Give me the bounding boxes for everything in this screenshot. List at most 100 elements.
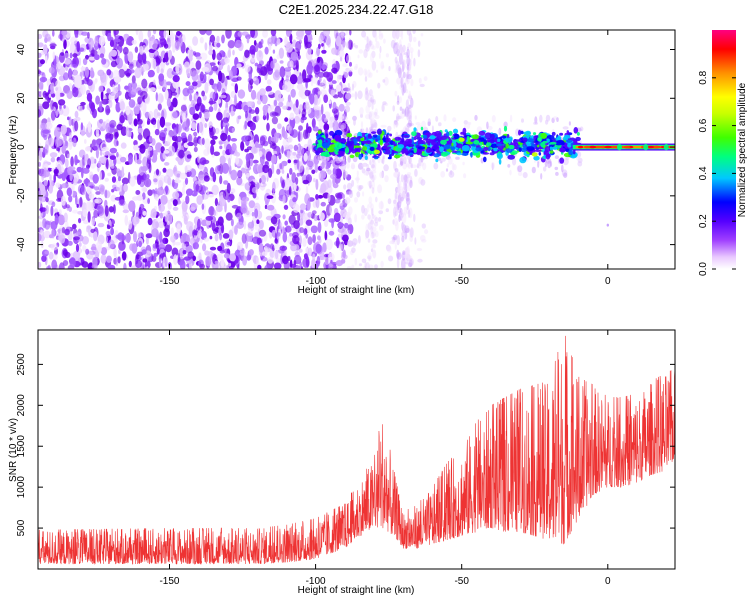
spectrum-blob <box>503 125 508 132</box>
spectrum-blob <box>360 121 364 129</box>
spectrum-blob <box>100 247 108 256</box>
spectrum-blob <box>353 43 356 48</box>
spectrum-blob <box>381 103 385 112</box>
spectrum-blob <box>50 157 56 163</box>
spectrum-blob <box>408 258 414 266</box>
spectrum-blob <box>407 160 412 169</box>
spectrum-blob <box>364 155 368 160</box>
spectrum-blob <box>251 186 258 194</box>
spectrum-blob <box>303 129 309 140</box>
spectrum-blob <box>475 147 484 152</box>
spectrum-blob <box>408 90 411 100</box>
spectrum-blob <box>79 196 83 208</box>
spectrum-blob <box>347 240 354 247</box>
spectrum-blob <box>92 139 100 151</box>
spectrum-blob <box>54 137 62 148</box>
spectrum-blob <box>372 226 377 232</box>
spectrum-blob <box>155 221 159 229</box>
spectrum-blob <box>408 62 412 71</box>
spectrum-blob <box>40 229 44 236</box>
spectrum-blob <box>165 238 169 244</box>
spectrum-blob <box>414 115 417 120</box>
spectrum-blob <box>262 114 267 121</box>
spectrum-blob <box>73 236 80 241</box>
spectrum-blob <box>490 162 495 170</box>
spectrogram-frame <box>37 29 676 270</box>
spectrum-blob <box>166 97 171 108</box>
spectrum-blob <box>303 228 306 236</box>
x-tick-label: 0 <box>605 276 611 287</box>
spectrum-blob <box>105 230 111 237</box>
spectrogram-y-label: Frequency (Hz) <box>8 116 19 185</box>
spectrum-blob <box>296 60 299 72</box>
spectrum-blob <box>132 216 140 225</box>
spectrum-blob <box>429 148 433 151</box>
spectrum-blob <box>508 144 515 150</box>
spectrum-blob <box>408 207 413 219</box>
spectrum-blob <box>94 54 100 61</box>
spectrum-blob <box>110 91 119 100</box>
spectrum-blob <box>159 38 167 46</box>
spectrum-blob <box>375 196 378 203</box>
spectrum-blob <box>404 106 410 117</box>
spectrum-blob <box>118 199 126 207</box>
spectrum-blob <box>265 151 273 162</box>
spectrum-blob <box>276 168 281 175</box>
spectrum-blob <box>399 84 403 90</box>
spectrum-blob <box>538 152 542 156</box>
spectrum-blob <box>92 173 99 184</box>
spectrum-blob <box>421 120 426 128</box>
spectrum-blob <box>606 223 609 227</box>
spectrum-blob <box>262 104 269 114</box>
spectrum-blob <box>205 255 212 267</box>
spectrum-blob <box>513 146 519 150</box>
spectrum-blob <box>332 167 337 176</box>
spectrum-blob <box>483 146 489 151</box>
spectrum-blob <box>182 206 187 217</box>
spectrum-blob <box>497 129 501 133</box>
spectrum-blob <box>84 66 89 78</box>
spectrum-blob <box>327 192 331 203</box>
spectrum-blob <box>383 38 386 44</box>
spectrum-blob <box>106 88 111 94</box>
spectrum-blob <box>182 34 186 44</box>
spectrum-blob <box>128 69 135 74</box>
spectrum-blob <box>338 201 344 206</box>
spectrum-blob <box>187 133 193 143</box>
spectrum-blob <box>126 39 129 45</box>
spectrum-blob <box>396 249 400 259</box>
spectrum-blob <box>440 139 447 145</box>
spectrum-blob <box>322 242 327 253</box>
spectrum-blob <box>374 264 378 269</box>
spectrum-blob <box>317 194 324 199</box>
spectrum-blob <box>392 105 396 112</box>
spectrum-blob <box>370 243 377 249</box>
spectrum-blob <box>456 143 463 149</box>
spectrum-blob <box>329 205 332 215</box>
spectrum-blob <box>496 143 503 147</box>
spectrum-blob <box>71 63 77 68</box>
spectrum-blob <box>309 93 315 105</box>
spectrum-blob <box>289 60 294 68</box>
spectrum-blob <box>63 212 68 223</box>
spectrum-blob <box>221 162 230 174</box>
spectrum-blob <box>380 200 383 210</box>
spectrum-blob <box>93 231 98 242</box>
spectrum-blob <box>158 73 165 82</box>
spectrum-blob <box>165 81 172 86</box>
x-tick-label: -50 <box>454 276 469 287</box>
spectrum-blob <box>401 108 405 115</box>
spectrum-blob <box>328 261 336 269</box>
spectrum-blob <box>247 230 253 237</box>
spectrum-blob <box>236 221 244 229</box>
spectrum-blob <box>365 262 370 269</box>
spectrum-blob <box>38 261 42 268</box>
spectrum-blob <box>555 142 563 146</box>
spectrum-blob <box>137 96 143 105</box>
spectrum-blob <box>50 243 58 251</box>
spectrum-blob <box>402 65 405 72</box>
spectrum-blob <box>284 67 292 72</box>
spectrum-blob <box>406 79 410 84</box>
spectrum-blob <box>193 146 198 153</box>
spectrum-blob <box>118 241 126 251</box>
